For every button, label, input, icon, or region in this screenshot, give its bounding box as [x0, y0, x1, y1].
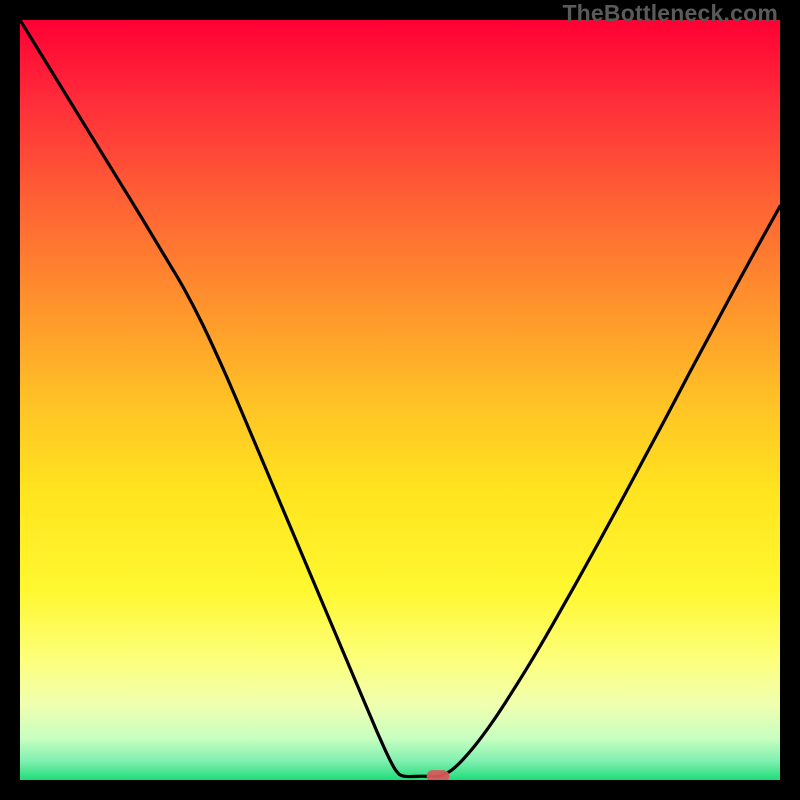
plot-svg [20, 20, 780, 780]
watermark-text: TheBottleneck.com [562, 0, 778, 27]
chart-frame: TheBottleneck.com [0, 0, 800, 800]
plot-area [20, 20, 780, 780]
plot-background [20, 20, 780, 780]
optimum-marker [427, 770, 450, 780]
